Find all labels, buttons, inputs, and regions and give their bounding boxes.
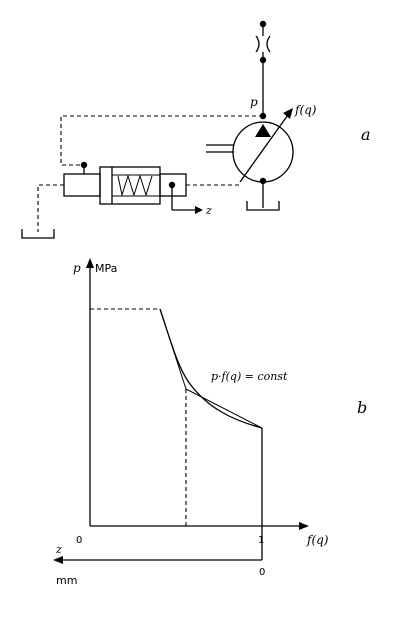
panel-b-label: b (357, 398, 367, 417)
x-axis-label: f(q) (306, 533, 329, 547)
valve-pilot-chamber (63, 173, 101, 197)
z-zero-label: 0 (259, 567, 265, 578)
restrictor-left-arc (255, 35, 260, 53)
variable-pump (206, 108, 294, 211)
hydraulic-schematic: p f(q) z a (21, 20, 371, 239)
panel-a-label: a (361, 125, 371, 144)
z-axis-label: z (55, 543, 62, 556)
pump-outlet-triangle (255, 124, 271, 137)
pump-variable-arrow (239, 111, 291, 183)
pressure-label: p (250, 95, 258, 109)
x-tick-one: 1 (258, 535, 264, 546)
outlet-dot-mid (259, 56, 267, 64)
valve-spring (117, 174, 153, 197)
curve-label: p·f(q) = const (211, 370, 288, 383)
y-axis-arrow (86, 258, 94, 268)
y-unit-label: MPa (95, 262, 117, 275)
pump-tank-symbol (246, 201, 280, 211)
z-unit-label: mm (56, 574, 77, 587)
drain-tank-symbol (21, 229, 55, 239)
pilot-line-upper (60, 115, 263, 166)
x-axis-arrow (299, 522, 309, 530)
spool-label: z (205, 204, 212, 217)
hyperbola-curve (159, 308, 263, 429)
approximation-line (159, 308, 263, 429)
control-valve (63, 165, 203, 214)
pump-label: f(q) (294, 103, 317, 117)
characteristic-graph: p MPa 0 1 f(q) p·f(q) = const z 0 mm b (53, 258, 367, 587)
z-axis-arrow (53, 556, 63, 564)
y-axis-label: p (73, 261, 81, 275)
z-arrow-head (195, 206, 203, 214)
outlet-line (255, 20, 271, 120)
pump-arrow-head (283, 108, 293, 119)
drain-line (37, 184, 64, 232)
restrictor-right-arc (266, 35, 271, 53)
origin-label: 0 (76, 535, 82, 546)
valve-body (99, 166, 161, 205)
